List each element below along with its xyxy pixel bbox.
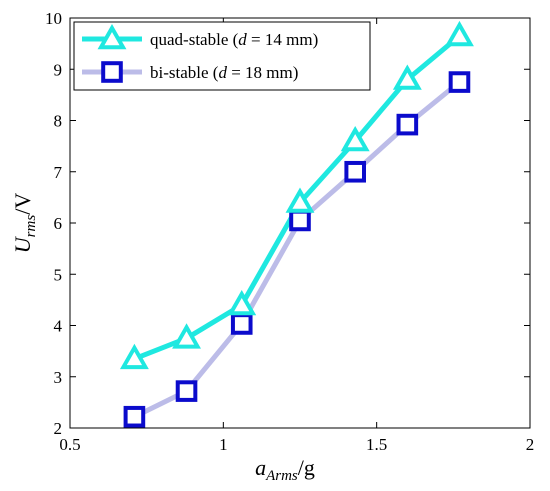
bi-stable-legend-marker [101, 61, 123, 83]
legend-box [73, 21, 371, 91]
x-axis: 0.5 1 1.5 2 [59, 18, 534, 454]
bi-stable-data-point [230, 313, 253, 335]
x-axis-title: aArms/g [255, 455, 315, 484]
y-axis-title-sub: rms [23, 215, 39, 238]
legend-label-part: d [238, 30, 247, 49]
y-tick-label: 5 [54, 265, 63, 284]
quad-stable-data-point [445, 20, 474, 47]
y-axis-title-unit: /V [10, 193, 35, 215]
x-tick-label: 1 [219, 435, 228, 454]
bi-stable-data-point [396, 113, 419, 136]
legend-label-part: d [218, 63, 227, 82]
y-tick-label: 10 [45, 9, 62, 28]
legend-label-part: bi-stable ( [150, 63, 219, 82]
bi-stable-data-point [289, 209, 311, 232]
bi-stable-data-point [448, 71, 471, 93]
x-axis-title-unit: /g [298, 455, 315, 480]
bi-stable-data-point [123, 405, 146, 428]
quad-stable-data-point [340, 125, 370, 152]
quad-stable-data-point [227, 289, 257, 316]
x-axis-title-sub: Arms [265, 468, 298, 484]
y-tick-label: 4 [54, 317, 63, 336]
quad-stable-data-point [392, 64, 422, 90]
quad-stable-data-point [119, 343, 149, 370]
legend-label-part: quad-stable ( [150, 30, 239, 49]
bi-stable-data-point [175, 380, 198, 402]
legend-label-part: = 18 mm) [227, 63, 298, 82]
x-axis-title-main: a [255, 455, 266, 480]
quad-stable-data-point [285, 187, 315, 213]
legend-label-part: = 14 mm) [247, 30, 318, 49]
y-tick-label: 9 [54, 60, 63, 79]
bi-stable-legend-label: bi-stable (d = 18 mm) [150, 63, 298, 82]
bi-stable-data-point [344, 160, 366, 183]
x-tick-label: 1.5 [366, 435, 387, 454]
quad-stable-legend-label: quad-stable (d = 14 mm) [150, 30, 318, 49]
y-axis-title-main: U [10, 235, 35, 253]
y-tick-label: 6 [54, 214, 63, 233]
y-tick-label: 3 [54, 368, 63, 387]
legend: quad-stable (d = 14 mm)bi-stable (d = 18… [73, 21, 371, 91]
x-tick-label: 0.5 [59, 435, 80, 454]
quad-stable-data-point [172, 323, 201, 349]
quad-stable-legend-marker [97, 23, 127, 50]
y-tick-label: 2 [54, 419, 63, 438]
y-tick-label: 7 [54, 163, 63, 182]
y-axis: 2 3 4 5 6 7 8 9 10 [45, 9, 530, 438]
series-layer [119, 20, 474, 428]
y-tick-label: 8 [54, 112, 63, 131]
y-axis-title: Urms/V [10, 193, 39, 254]
x-tick-label: 2 [526, 435, 535, 454]
